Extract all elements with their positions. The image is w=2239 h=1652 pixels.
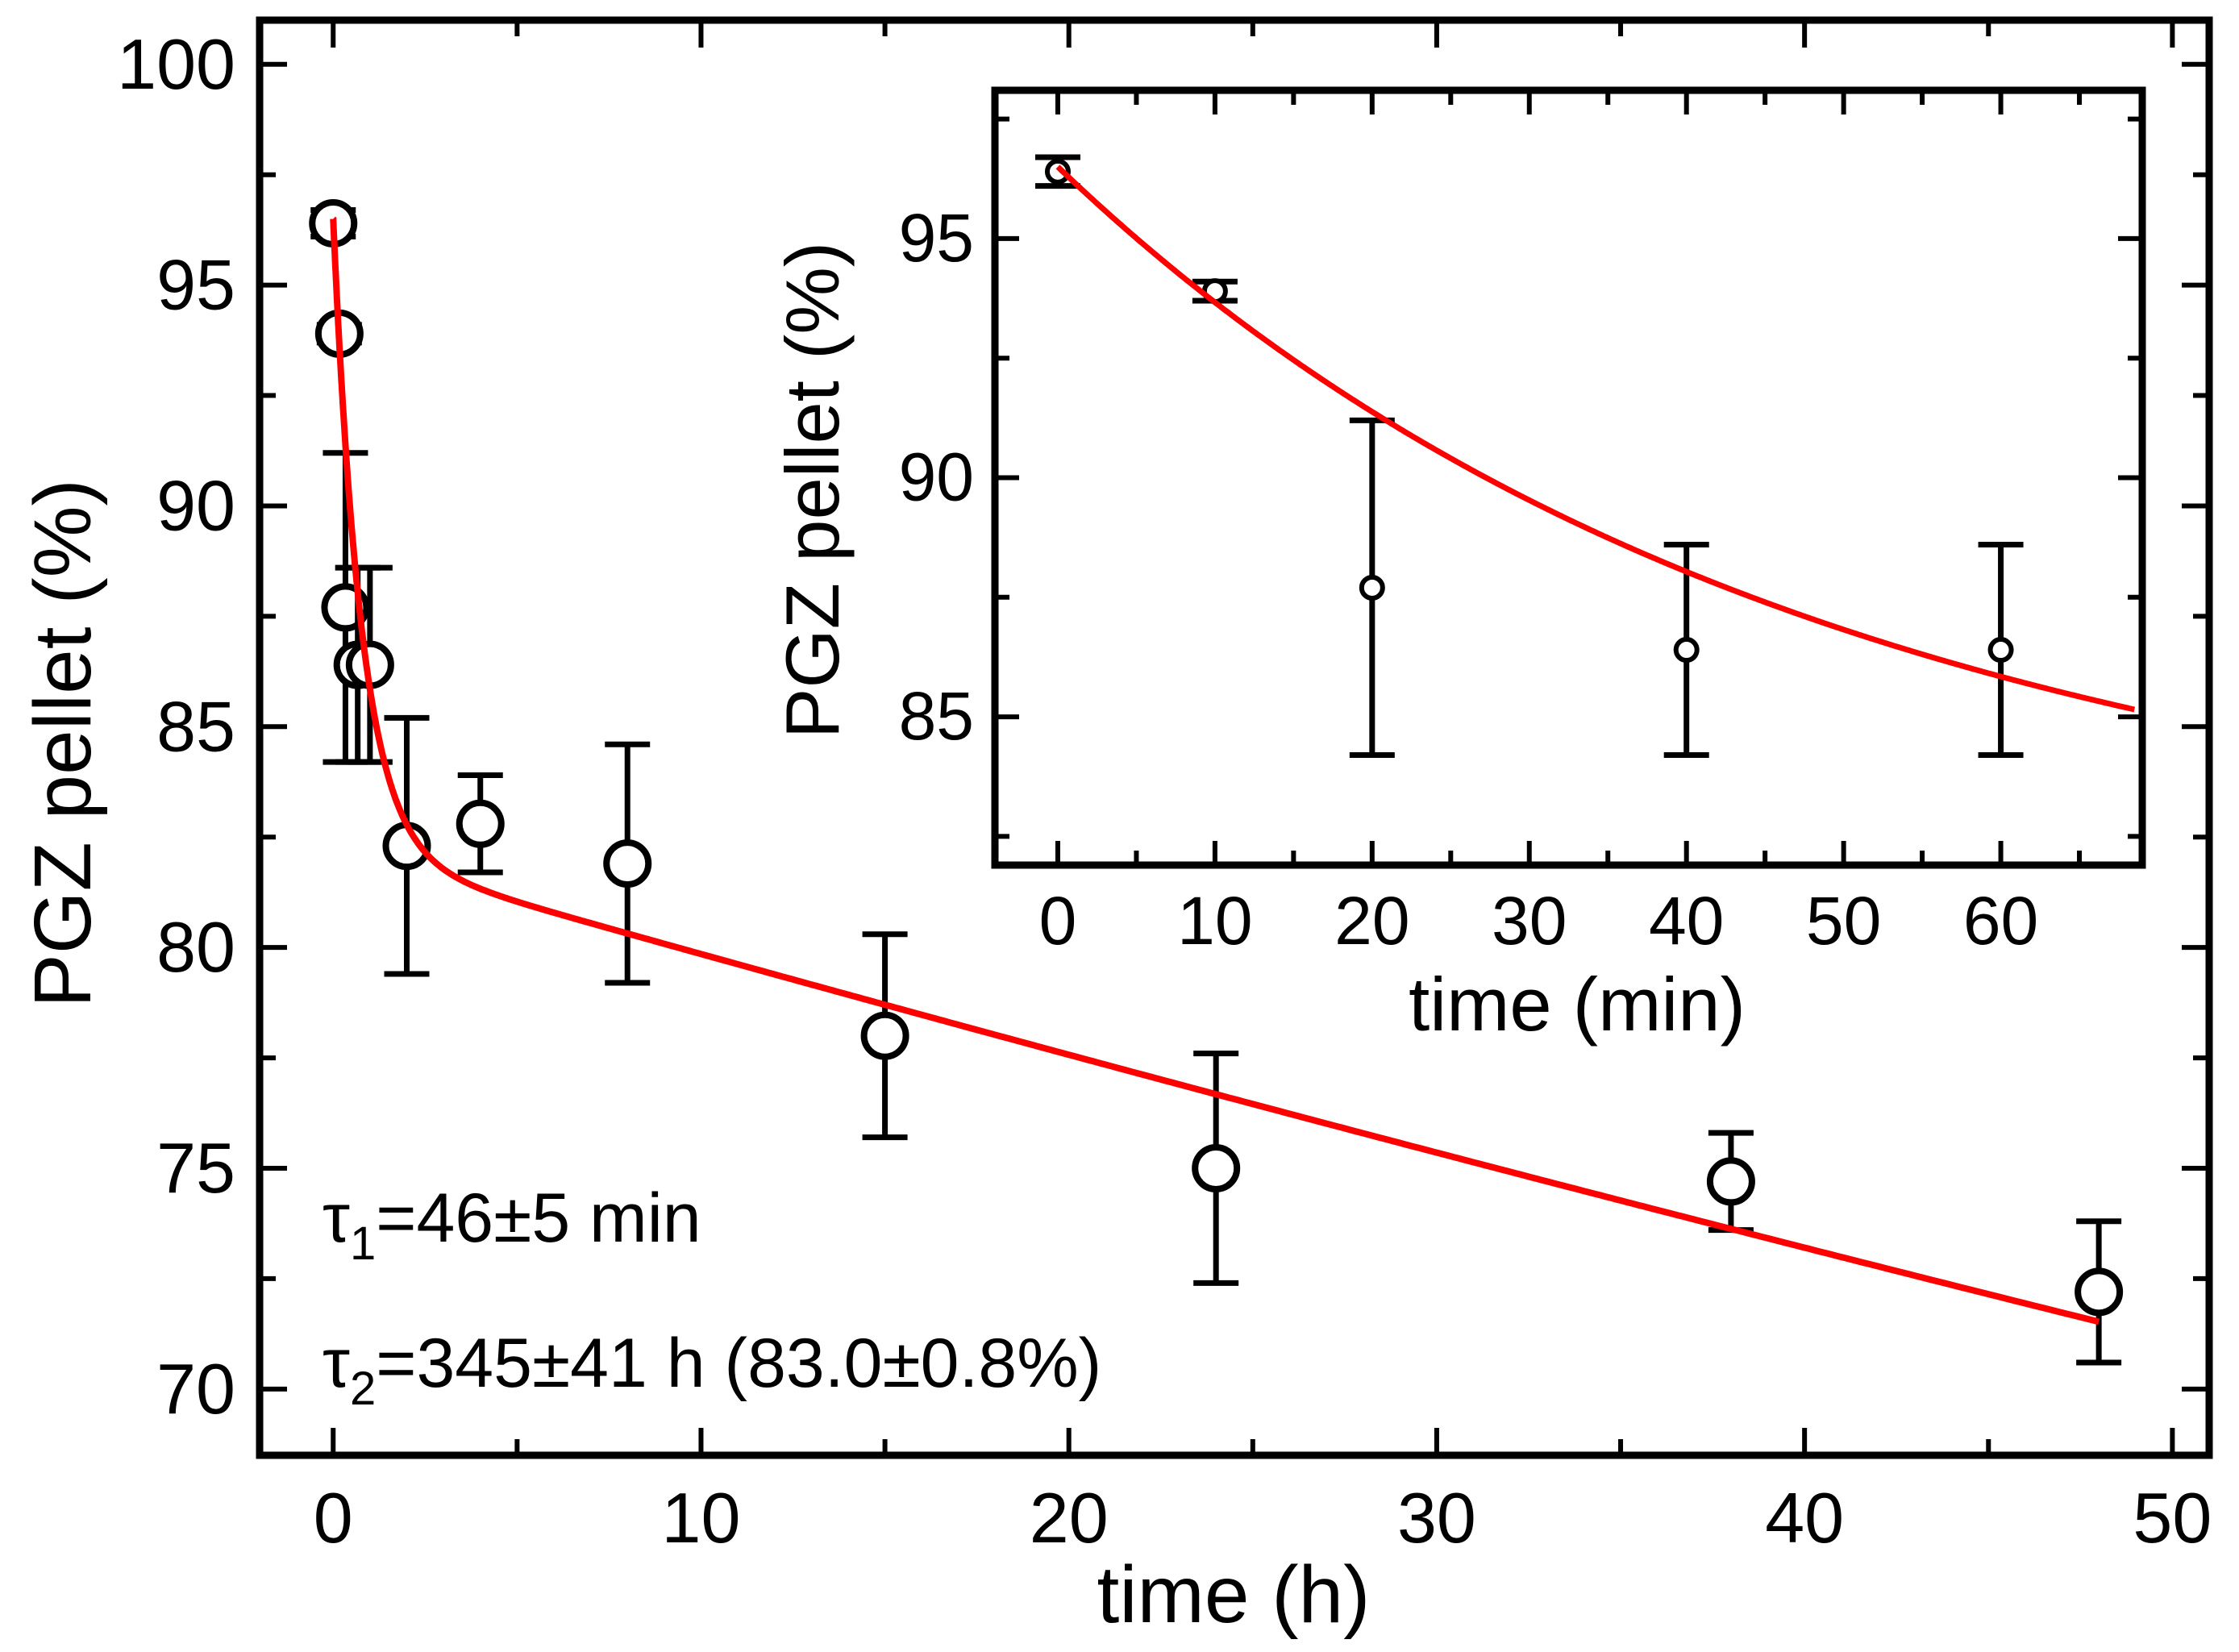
y-tick-label: 75 <box>156 1128 235 1208</box>
x-tick-label: 40 <box>1765 1478 1844 1558</box>
y-tick-label: 95 <box>156 245 235 325</box>
tau1-symbol: τ <box>323 1180 350 1257</box>
inset-x-axis-label: time (min) <box>1409 962 1746 1047</box>
tau1-annotation: τ1=46±5 min <box>323 1180 701 1270</box>
data-marker <box>1987 637 2014 664</box>
x-tick-label: 0 <box>314 1478 353 1558</box>
tau2-text: =345±41 h (83.0±0.8%) <box>376 1325 1101 1402</box>
data-point <box>1978 542 2024 759</box>
y-tick-label: 70 <box>156 1349 235 1429</box>
data-point <box>382 714 431 977</box>
data-point <box>1706 1130 1755 1234</box>
x-tick-label: 30 <box>1492 883 1567 959</box>
data-marker <box>2075 1267 2124 1317</box>
tau1-subscript: 1 <box>350 1217 376 1270</box>
main-plot-frame <box>256 16 2213 1459</box>
x-tick-label: 20 <box>1030 1478 1109 1558</box>
y-tick-label: 90 <box>899 439 974 515</box>
main-data-series <box>309 198 2124 1366</box>
y-tick-label: 80 <box>156 907 235 987</box>
x-tick-label: 60 <box>1963 883 2038 959</box>
data-point <box>1663 542 1709 759</box>
inset-plot: 0 10 20 30 40 50 60 85 90 95 time (min) PGZ pelle… <box>770 86 2146 1047</box>
x-tick-label: 50 <box>2133 1478 2212 1558</box>
tau2-annotation: τ2=345±41 h (83.0±0.8%) <box>323 1325 1101 1415</box>
x-tick-label: 30 <box>1397 1478 1476 1558</box>
data-marker <box>1673 637 1700 664</box>
data-point <box>1034 154 1080 189</box>
x-tick-label: 10 <box>1177 883 1252 959</box>
inset-fit-curve <box>1055 164 2136 713</box>
data-marker <box>1359 574 1385 601</box>
data-marker <box>456 799 505 848</box>
y-tick-label: 95 <box>899 200 974 276</box>
y-tick-label: 90 <box>156 465 235 545</box>
x-tick-label: 10 <box>662 1478 741 1558</box>
data-point <box>456 772 505 876</box>
x-tick-label: 40 <box>1649 883 1724 959</box>
y-tick-label: 85 <box>899 678 974 754</box>
data-marker <box>1044 158 1071 185</box>
tau1-text: =46±5 min <box>376 1180 701 1257</box>
inset-axis-ticks: 0 10 20 30 40 50 60 85 90 95 <box>899 90 2142 959</box>
y-tick-label: 100 <box>117 24 235 104</box>
inset-data-series <box>1034 154 2024 759</box>
data-marker <box>603 839 652 888</box>
data-marker <box>1706 1157 1755 1206</box>
data-point <box>2075 1218 2124 1366</box>
data-point <box>603 741 652 986</box>
tau2-symbol: τ <box>323 1325 350 1402</box>
main-fit-curve <box>330 216 2100 1325</box>
data-marker <box>1192 1144 1241 1192</box>
data-marker <box>860 1011 909 1060</box>
inset-plot-frame <box>991 86 2146 869</box>
x-tick-label: 0 <box>1039 883 1077 959</box>
main-y-axis-label: PGZ pellet (%) <box>18 479 108 1008</box>
x-tick-label: 50 <box>1806 883 1881 959</box>
tau2-subscript: 2 <box>350 1363 376 1415</box>
main-x-axis-label: time (h) <box>1097 1550 1371 1640</box>
inset-y-axis-label: PGZ pellet (%) <box>770 242 855 739</box>
x-tick-label: 20 <box>1334 883 1409 959</box>
data-point <box>1349 417 1395 759</box>
data-point <box>860 931 909 1141</box>
y-tick-label: 85 <box>156 686 235 766</box>
